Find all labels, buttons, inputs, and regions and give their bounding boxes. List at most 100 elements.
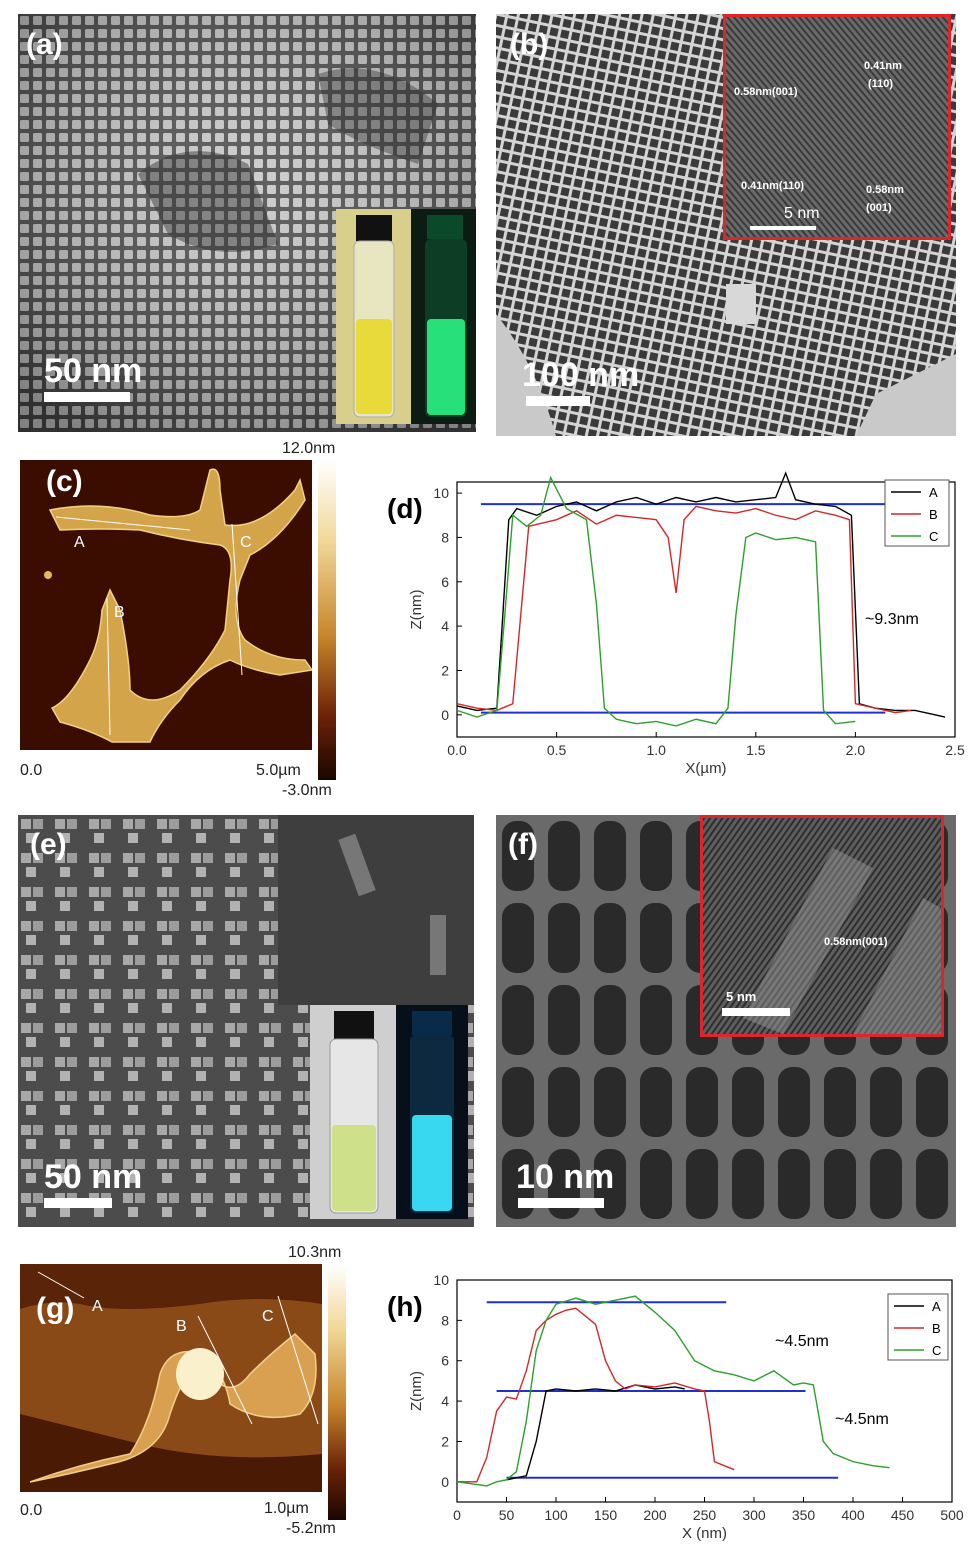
profile-label-g-c: C	[262, 1308, 274, 1325]
x-tick-label-h: 300	[742, 1507, 766, 1523]
vial-photo-daylight-e	[310, 1005, 396, 1219]
scale-bar-a	[44, 392, 130, 402]
tem-image-a	[18, 14, 476, 432]
legend-label-b-h: B	[932, 1321, 941, 1336]
color-scale-min-c: -3.0nm	[282, 782, 332, 799]
x-tick-label-h: 250	[693, 1507, 717, 1523]
afm-topography-g	[20, 1264, 322, 1492]
inset-b-label-3: (110)	[868, 78, 894, 90]
panel-label-f: (f)	[508, 828, 538, 861]
x-tick-label-h: 200	[643, 1507, 667, 1523]
height-profile-chart-h: (h) 0 50 100 150 200 250 300 350 400 450 500 0 2 4 6 8 10…	[387, 1272, 964, 1542]
x-tick-label-d: 2.5	[945, 742, 965, 758]
legend-label-c-h: C	[932, 1343, 941, 1358]
scale-bar-label-f: 10 nm	[516, 1158, 615, 1196]
axis-start-c: 0.0	[20, 762, 43, 779]
x-tick-label-d: 0.0	[447, 742, 467, 758]
profile-label-c-c: C	[240, 534, 252, 551]
y-tick-label-h: 2	[441, 1433, 449, 1449]
height-annotation-d: ~9.3nm	[865, 611, 919, 628]
plot-frame-d	[456, 481, 956, 738]
vial-photo-uv-e	[396, 1005, 468, 1219]
tem-image-b	[496, 14, 956, 436]
panel-label-h: (h)	[387, 1291, 423, 1322]
color-scale-max-g: 10.3nm	[288, 1244, 342, 1261]
panel-label-g: (g)	[36, 1292, 75, 1325]
inset-b-label-4: 0.41nm(110)	[741, 180, 804, 192]
axis-start-g: 0.0	[20, 1502, 43, 1519]
legend-label-a-d: A	[929, 485, 938, 500]
profile-label-c-b: B	[114, 604, 125, 621]
profile-label-c-a: A	[74, 534, 85, 551]
height-profile-chart-d: (d) 0.0 0.5 1.0 1.5 2.0 2.5 0 2 4 6 8 10 X(µm) Z(nm) AB…	[387, 471, 965, 777]
profile-label-g-b: B	[176, 1318, 187, 1335]
scale-bar-label-a: 50 nm	[44, 352, 143, 390]
x-tick-label-h: 100	[544, 1507, 568, 1523]
y-axis-title-d: Z(nm)	[408, 590, 425, 630]
x-tick-label-d: 1.0	[646, 742, 666, 758]
y-tick-label-h: 8	[441, 1312, 449, 1328]
panel-label-d: (d)	[387, 493, 423, 524]
series-line-c-h	[456, 1295, 890, 1487]
inset-f-scale-label: 5 nm	[726, 989, 757, 1004]
y-tick-label-d: 0	[441, 707, 449, 723]
y-tick-label-h: 0	[441, 1474, 449, 1490]
vial-photo-uv	[411, 209, 476, 424]
tem-image-e	[18, 815, 474, 1227]
y-tick-label-d: 4	[441, 618, 449, 634]
panel-label-a: (a)	[26, 28, 63, 61]
inset-b-scale-bar	[750, 226, 816, 230]
y-tick-label-d: 6	[441, 574, 449, 590]
y-tick-label-h: 6	[441, 1353, 449, 1369]
legend-box-h	[887, 1293, 949, 1361]
legend-label-b-d: B	[929, 507, 938, 522]
inset-b-label-1: 0.58nm(001)	[734, 86, 798, 98]
x-tick-label-h: 0	[453, 1507, 461, 1523]
inset-b-scale-label: 5 nm	[784, 205, 820, 222]
vial-photo-daylight	[336, 209, 411, 424]
scale-bar-label-b: 100 nm	[522, 356, 640, 394]
scale-bar-e	[44, 1198, 112, 1208]
scale-bar-label-e: 50 nm	[44, 1158, 143, 1196]
x-tick-label-h: 350	[792, 1507, 816, 1523]
color-scale-max-c: 12.0nm	[282, 440, 336, 457]
afm-image-c	[20, 460, 312, 750]
x-tick-label-d: 1.5	[746, 742, 766, 758]
scale-bar-b	[526, 396, 590, 406]
tem-image-f	[496, 815, 956, 1227]
x-axis-title-h: X (nm)	[682, 1525, 727, 1542]
y-tick-label-d: 8	[441, 529, 449, 545]
x-tick-label-h: 150	[594, 1507, 618, 1523]
panel-label-e: (e)	[30, 828, 67, 861]
series-line-a-h	[506, 1384, 685, 1481]
legend-box-d	[884, 479, 950, 547]
series-line-a-d	[456, 471, 946, 718]
hrtem-inset-f	[700, 815, 944, 1037]
height-annotation-h: ~4.5nm	[775, 1333, 829, 1350]
legend-label-a-h: A	[932, 1299, 941, 1314]
color-scale-bar-c	[318, 460, 336, 780]
axis-end-g: 1.0µm	[264, 1500, 309, 1517]
panel-label-c: (c)	[46, 465, 83, 498]
profile-label-g-a: A	[92, 1298, 103, 1315]
panel-label-b: (b)	[510, 28, 549, 61]
afm-image-g	[20, 1264, 322, 1492]
y-axis-title-h: Z(nm)	[408, 1371, 425, 1411]
inset-f-scale-bar	[722, 1008, 790, 1016]
x-tick-label-h: 500	[940, 1507, 964, 1523]
y-tick-label-d: 10	[433, 485, 449, 501]
x-tick-label-d: 2.0	[846, 742, 866, 758]
color-scale-bar-g	[328, 1264, 346, 1520]
inset-f-label-1: 0.58nm(001)	[824, 936, 888, 948]
x-tick-label-h: 450	[891, 1507, 915, 1523]
y-tick-label-d: 2	[441, 662, 449, 678]
inset-b-label-6: (001)	[866, 202, 892, 214]
legend-label-c-d: C	[929, 529, 938, 544]
afm-topography-c	[44, 468, 312, 743]
axis-end-c: 5.0µm	[256, 762, 301, 779]
y-tick-label-h: 10	[433, 1272, 449, 1288]
y-tick-label-h: 4	[441, 1393, 449, 1409]
x-tick-label-h: 400	[841, 1507, 865, 1523]
color-scale-min-g: -5.2nm	[286, 1520, 336, 1537]
series-line-b-d	[456, 505, 912, 714]
